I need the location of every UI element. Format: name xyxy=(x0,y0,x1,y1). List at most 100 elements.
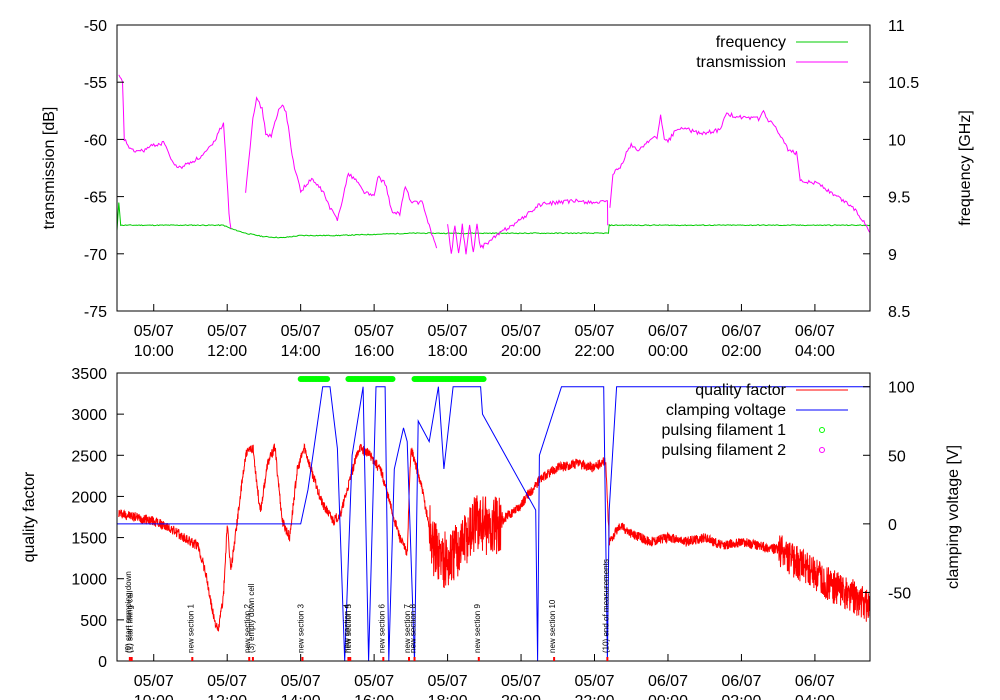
x-tick-time: 04:00 xyxy=(795,693,835,700)
x-tick-time: 10:00 xyxy=(134,343,174,360)
series-frequency-line xyxy=(117,202,870,239)
bottom-y-axis-label: quality factor xyxy=(21,471,38,562)
x-tick-time: 18:00 xyxy=(428,693,468,700)
bottom-legend: quality factor clamping voltage pulsing fi… xyxy=(661,382,848,459)
x-tick-date: 06/07 xyxy=(795,323,835,340)
x-tick-time: 14:00 xyxy=(281,343,321,360)
pulsing-filament-marker xyxy=(480,376,487,382)
pulsing-filament-marker xyxy=(324,376,331,382)
y-tick-label: -60 xyxy=(84,132,107,149)
series-transmission-line xyxy=(609,109,870,233)
y-tick-label: 2500 xyxy=(71,448,107,465)
annotation-label: (3) empty down cell xyxy=(247,583,256,653)
annotation-label: new section 8 xyxy=(409,604,418,653)
series-quality-factor-line xyxy=(118,443,870,632)
x-tick-time: 16:00 xyxy=(354,343,394,360)
annotation-label: new section 2 xyxy=(243,604,252,653)
annotation-label: new section 5 xyxy=(344,604,353,653)
annotation-label: (10) end of measurements xyxy=(601,559,610,653)
x-tick-date: 05/07 xyxy=(574,323,614,340)
y2-tick-label: 9 xyxy=(888,247,897,264)
top-series-layer xyxy=(117,74,870,255)
x-tick-date: 05/07 xyxy=(281,673,321,690)
x-tick-date: 05/07 xyxy=(501,323,541,340)
y-tick-label: 1000 xyxy=(71,572,107,589)
annotation-label: (0) start pumping down xyxy=(124,571,133,653)
bottom-series-layer xyxy=(117,376,870,661)
x-tick-time: 20:00 xyxy=(501,343,541,360)
x-tick-time: 20:00 xyxy=(501,693,541,700)
annotation-label: new section 3 xyxy=(297,604,306,653)
y-tick-label: -65 xyxy=(84,190,107,207)
y2-tick-label: 50 xyxy=(888,448,906,465)
y-tick-label: 3500 xyxy=(71,366,107,383)
y-tick-label: -75 xyxy=(84,304,107,321)
y-tick-label: 1500 xyxy=(71,531,107,548)
series-transmission-line xyxy=(118,74,232,229)
top-legend: frequency transmission xyxy=(696,34,848,71)
pulsing-filament-marker xyxy=(389,376,396,382)
x-tick-time: 04:00 xyxy=(795,343,835,360)
series-transmission-line xyxy=(245,96,438,249)
x-tick-time: 00:00 xyxy=(648,343,688,360)
x-tick-time: 22:00 xyxy=(574,693,614,700)
annotation-label: (1) start filling cell xyxy=(126,591,135,653)
x-tick-time: 18:00 xyxy=(428,343,468,360)
annotation-label: new section 10 xyxy=(548,599,557,653)
y-tick-label: -55 xyxy=(84,75,107,92)
x-tick-date: 05/07 xyxy=(501,673,541,690)
top-y2-axis-label: frequency [GHz] xyxy=(957,110,974,226)
x-tick-date: 05/07 xyxy=(354,673,394,690)
y-tick-label: 3000 xyxy=(71,407,107,424)
x-tick-date: 05/07 xyxy=(354,323,394,340)
bottom-plot-frame xyxy=(116,372,871,662)
x-tick-date: 06/07 xyxy=(648,673,688,690)
y2-tick-label: 8.5 xyxy=(888,304,910,321)
y2-tick-label: 100 xyxy=(888,380,915,397)
y-tick-label: 2000 xyxy=(71,489,107,506)
y-tick-label: 500 xyxy=(80,613,107,630)
annotation-label: new section 9 xyxy=(473,604,482,653)
top-y2-axis: 11 10.5 10 9.5 9 8.5 xyxy=(863,18,919,321)
x-tick-date: 05/07 xyxy=(207,323,247,340)
y-tick-label: -50 xyxy=(84,18,107,35)
legend-label-clamping-voltage: clamping voltage xyxy=(666,402,786,419)
y2-tick-label: 10.5 xyxy=(888,75,919,92)
annotation-label: new section 6 xyxy=(377,604,386,653)
legend-marker-pulsing-filament-2 xyxy=(819,447,825,453)
x-tick-time: 16:00 xyxy=(354,693,394,700)
legend-label-quality-factor: quality factor xyxy=(695,382,786,399)
y2-tick-label: -50 xyxy=(888,585,911,602)
top-y-axis: -50 -55 -60 -65 -70 -75 xyxy=(84,18,124,321)
legend-label-pulsing-filament-1: pulsing filament 1 xyxy=(661,422,786,439)
x-tick-date: 05/07 xyxy=(574,673,614,690)
x-tick-date: 05/07 xyxy=(134,323,174,340)
x-tick-date: 05/07 xyxy=(428,673,468,690)
x-tick-time: 12:00 xyxy=(207,343,247,360)
legend-label-pulsing-filament-2: pulsing filament 2 xyxy=(661,442,786,459)
bottom-x-axis: 05/07 10:00 05/07 12:00 05/07 14:00 05/07 16:00… xyxy=(134,654,835,700)
x-tick-time: 14:00 xyxy=(281,693,321,700)
x-tick-time: 00:00 xyxy=(648,693,688,700)
x-tick-date: 05/07 xyxy=(428,323,468,340)
annotation-label: new section 7 xyxy=(403,604,412,653)
series-transmission-line xyxy=(447,198,609,255)
x-tick-time: 22:00 xyxy=(574,343,614,360)
top-x-axis: 05/07 10:00 05/07 12:00 05/07 14:00 05/07 16:00… xyxy=(134,304,835,360)
x-tick-date: 05/07 xyxy=(207,673,247,690)
legend-marker-pulsing-filament-1 xyxy=(819,427,825,433)
x-tick-date: 06/07 xyxy=(721,673,761,690)
x-tick-date: 06/07 xyxy=(648,323,688,340)
y-tick-label: -70 xyxy=(84,247,107,264)
top-y-axis-label: transmission [dB] xyxy=(41,107,58,230)
x-tick-date: 05/07 xyxy=(281,323,321,340)
x-tick-time: 02:00 xyxy=(721,343,761,360)
x-tick-time: 02:00 xyxy=(721,693,761,700)
bottom-y2-axis: 100 50 0 -50 xyxy=(863,380,915,602)
top-plot-frame xyxy=(116,24,871,312)
y2-tick-label: 10 xyxy=(888,132,906,149)
x-tick-date: 06/07 xyxy=(721,323,761,340)
transmission-frequency-panel: -50 -55 -60 -65 -70 -75 11 10.5 10 9.5 9 8.5 05/07… xyxy=(41,18,974,360)
